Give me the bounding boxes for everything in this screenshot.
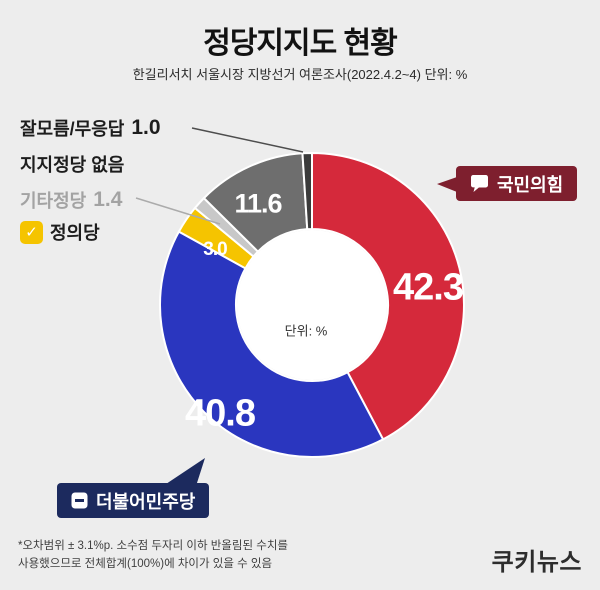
label-etc-text: 기타정당 bbox=[20, 191, 87, 211]
speech-bubble-icon bbox=[471, 175, 488, 192]
label-no-party-text: 지지정당 없음 bbox=[20, 155, 125, 175]
label-unknown: 잘모름/무응답 1.0 bbox=[20, 115, 161, 141]
label-justice-text: 정의당 bbox=[50, 223, 100, 243]
callout-dp-label: 더불어민주당 bbox=[96, 491, 196, 512]
party-square-icon bbox=[71, 492, 88, 509]
label-etc-value: 1.4 bbox=[93, 188, 123, 211]
slice-value-ppp: 42.3 bbox=[393, 266, 464, 309]
slice-value-no-party: 11.6 bbox=[234, 188, 282, 219]
page-subtitle: 한길리서치 서울시장 지방선거 여론조사(2022.4.2~4) 단위: % bbox=[132, 67, 468, 82]
donut-hole bbox=[237, 230, 387, 380]
label-unknown-value: 1.0 bbox=[131, 116, 161, 139]
donut-slice-0 bbox=[311, 151, 465, 441]
donut-center-unit: 단위: % bbox=[284, 323, 328, 339]
callout-ppp: 국민의힘 bbox=[456, 166, 578, 201]
label-unknown-text: 잘모름/무응답 bbox=[20, 119, 125, 139]
donut-slice-5 bbox=[301, 151, 313, 231]
check-icon: ✓ bbox=[20, 220, 43, 244]
label-justice: ✓ 정의당 bbox=[20, 219, 100, 245]
footnote-line-2: 사용했으므로 전체합계(100%)에 차이가 있을 수 있음 bbox=[18, 557, 273, 570]
kuki-news-logo: 쿠키뉴스 bbox=[491, 549, 582, 576]
label-no-party: 지지정당 없음 bbox=[20, 151, 124, 177]
slice-value-justice: 3.0 bbox=[203, 239, 227, 260]
footnote-line-1: *오차범위 ± 3.1%p. 소수점 두자리 이하 반올림된 수치를 bbox=[18, 540, 288, 552]
callout-ppp-label: 국민의힘 bbox=[497, 174, 564, 195]
page-title: 정당지지도 현황 bbox=[203, 27, 398, 60]
label-etc-party: 기타정당 1.4 bbox=[20, 187, 122, 213]
callout-dp: 더불어민주당 bbox=[57, 483, 210, 518]
footnote: *오차범위 ± 3.1%p. 소수점 두자리 이하 반올림된 수치를 사용했으므… bbox=[18, 538, 288, 574]
donut-chart bbox=[159, 151, 465, 458]
donut-slice-1 bbox=[159, 230, 385, 458]
slice-value-dp: 40.8 bbox=[185, 392, 256, 435]
